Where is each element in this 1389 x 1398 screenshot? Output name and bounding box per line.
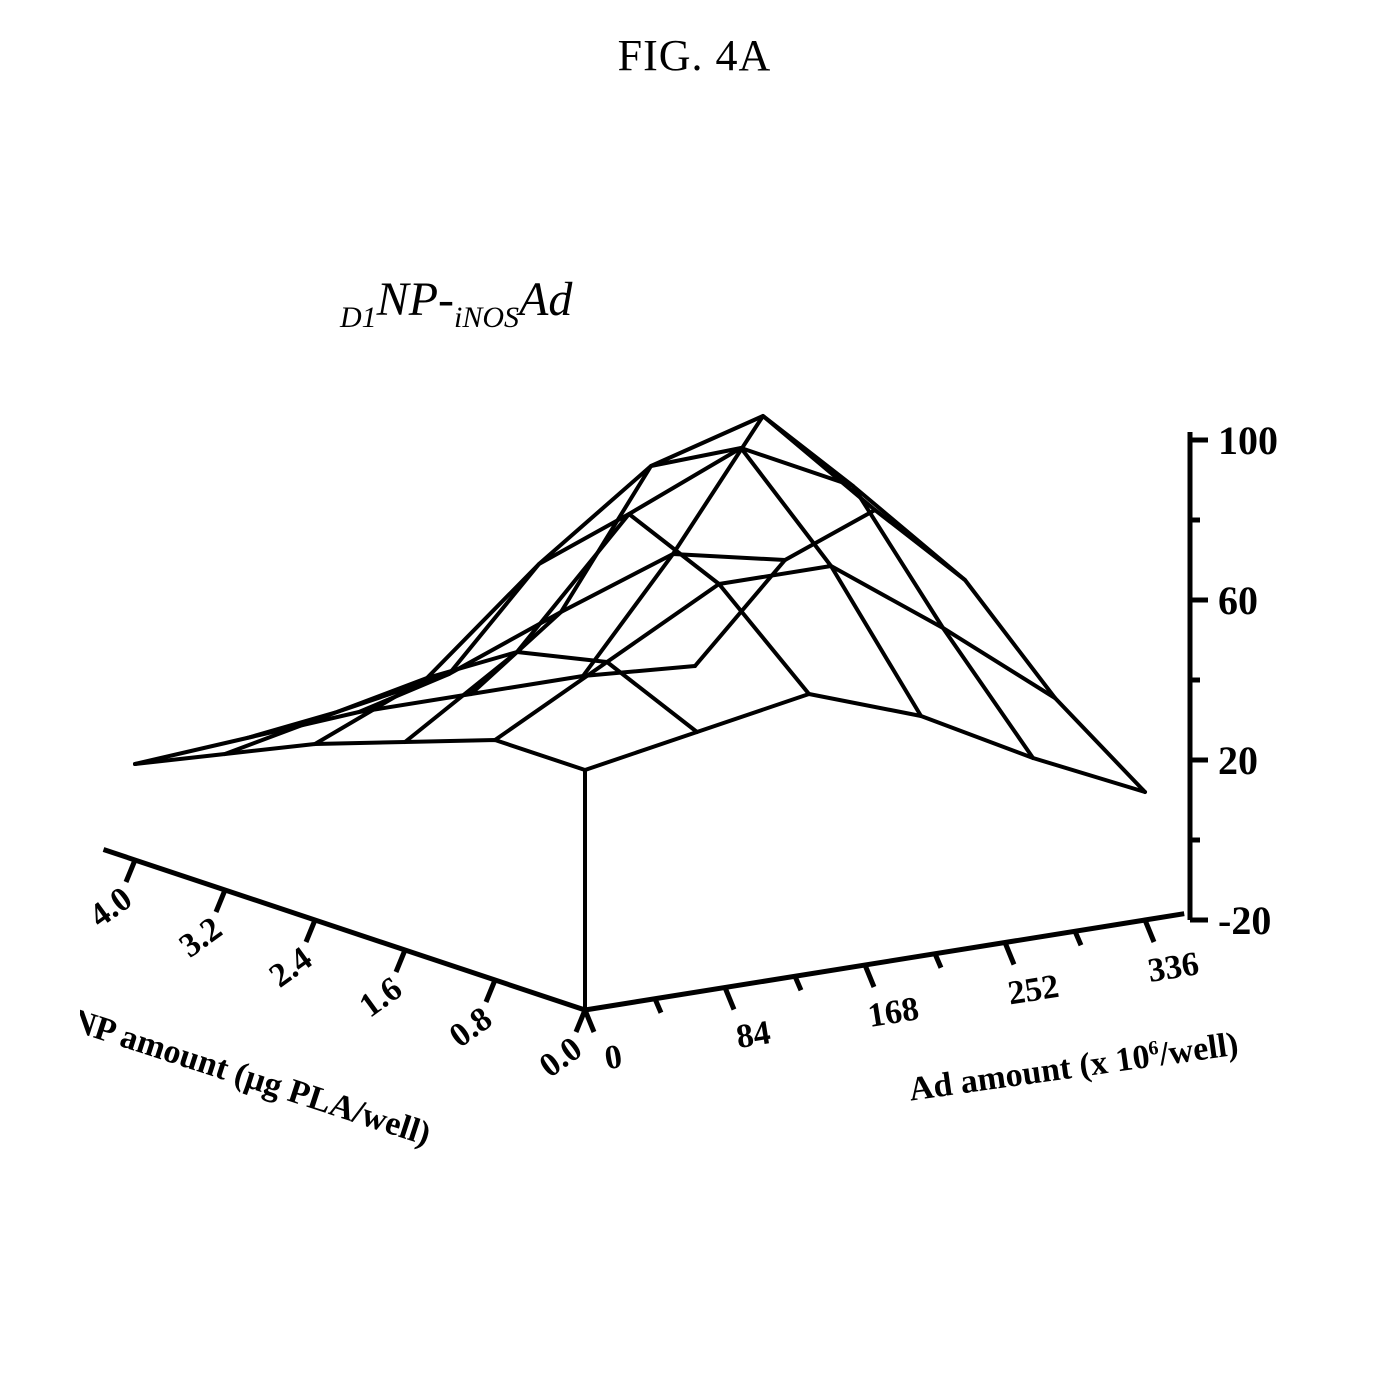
x-tick-label: 0 xyxy=(602,1038,625,1077)
mesh-col xyxy=(135,740,585,770)
y-tick-label: 4.0 xyxy=(83,880,139,935)
y-tick xyxy=(396,950,405,972)
figure-title: FIG. 4A xyxy=(0,0,1389,81)
x-tick xyxy=(1005,943,1014,965)
x-minor-tick xyxy=(935,954,941,968)
x-tick-label: 336 xyxy=(1145,945,1201,990)
y-tick-label: 0.8 xyxy=(443,1000,499,1055)
axes: 0 84 168 252 336 Ad amount (x 106/well) 4.0 3.2… xyxy=(80,418,1278,1153)
y-tick xyxy=(486,980,495,1002)
x-tick xyxy=(725,988,734,1010)
surface-svg: 0 84 168 252 336 Ad amount (x 106/well) 4.0 3.2… xyxy=(80,230,1310,1230)
x-tick-label: 168 xyxy=(865,990,921,1035)
chart-label: D1NP-iNOSAd xyxy=(339,273,573,334)
mesh-col xyxy=(695,510,1145,792)
surface-mesh xyxy=(135,416,1145,1010)
y-tick-label: 1.6 xyxy=(353,970,409,1025)
x-minor-tick xyxy=(795,976,801,990)
x-tick xyxy=(865,965,874,987)
z-tick-label: 60 xyxy=(1218,578,1258,623)
x-tick-label: 84 xyxy=(734,1014,773,1056)
x-minor-tick xyxy=(655,999,661,1013)
y-tick xyxy=(576,1010,585,1032)
y-tick-label: 2.4 xyxy=(263,940,319,995)
y-tick xyxy=(216,890,225,912)
y-axis xyxy=(104,850,586,1011)
y-tick-label: 3.2 xyxy=(173,910,229,965)
x-tick-label: 252 xyxy=(1005,968,1061,1013)
x-axis-title: Ad amount (x 106/well) xyxy=(907,1026,1241,1109)
z-tick-label: 20 xyxy=(1218,738,1258,783)
y-axis-title: NP amount (µg PLA/well) xyxy=(80,1002,435,1153)
y-tick xyxy=(126,860,135,882)
z-tick-label: 100 xyxy=(1218,418,1278,463)
z-tick-label: -20 xyxy=(1218,898,1271,943)
x-tick xyxy=(1145,920,1154,942)
x-minor-tick xyxy=(1075,931,1081,945)
y-tick xyxy=(306,920,315,942)
labels: D1NP-iNOSAd xyxy=(339,273,573,334)
surface-chart: 0 84 168 252 336 Ad amount (x 106/well) 4.0 3.2… xyxy=(80,230,1310,1230)
y-tick-label: 0.0 xyxy=(533,1030,589,1085)
